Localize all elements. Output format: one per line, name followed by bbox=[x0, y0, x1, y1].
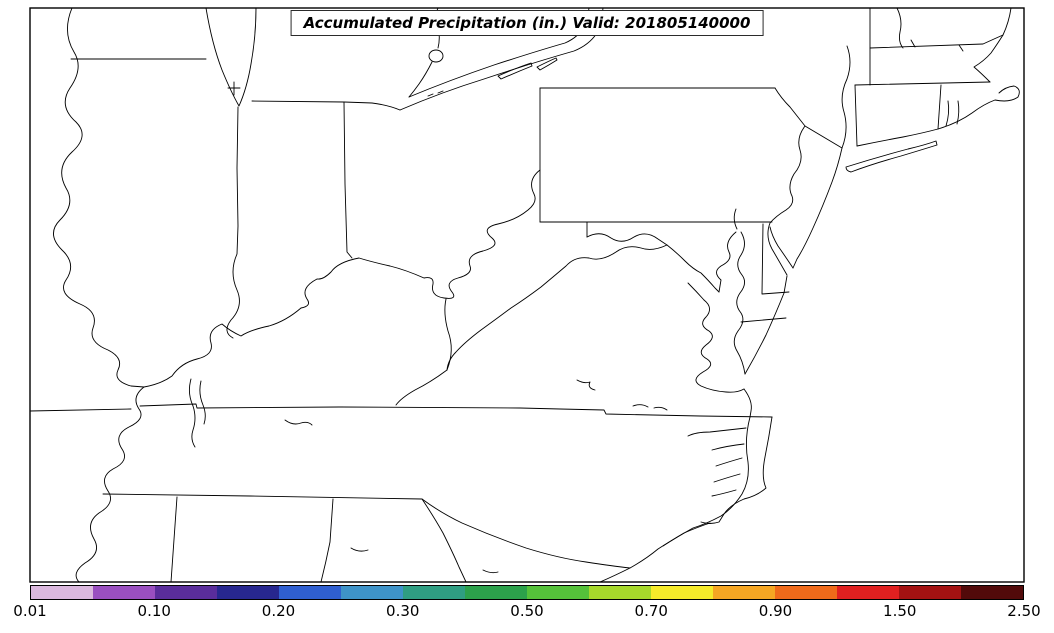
colorbar-tick-label: 0.50 bbox=[510, 602, 544, 620]
potomac-south-bank bbox=[687, 282, 705, 301]
northcarolina-southcarolina-border bbox=[421, 498, 631, 569]
susquehanna-mouth bbox=[733, 208, 738, 230]
colorbar-segment bbox=[279, 586, 341, 599]
colorbar-tick-label: 0.30 bbox=[386, 602, 420, 620]
new-jersey-bayshore bbox=[769, 226, 794, 269]
connecticut-coast bbox=[856, 128, 939, 147]
colorbar-segment bbox=[31, 586, 93, 599]
alabama-georgia-border bbox=[320, 498, 334, 582]
colorbar-segment bbox=[961, 586, 1023, 599]
vermont-new-hampshire-border bbox=[896, 8, 904, 49]
kerr-gaston-lakes bbox=[632, 404, 668, 411]
lake-st-clair bbox=[428, 49, 444, 63]
kentucky-tennessee-virginia-northcarolina-line bbox=[139, 403, 773, 418]
new-jersey-coast bbox=[792, 147, 843, 269]
west-virginia-virginia-border bbox=[446, 244, 668, 371]
lake-michigan-shoreline bbox=[205, 8, 257, 107]
northcarolina-sound-estuaries bbox=[687, 427, 747, 497]
missouri-arkansas-border bbox=[30, 408, 132, 412]
big-sandy-river bbox=[444, 298, 452, 371]
rhode-island-cape-cod-coast bbox=[937, 85, 1020, 130]
presque-isle-spit bbox=[536, 57, 558, 71]
cape-henry-coast bbox=[743, 388, 752, 418]
colorbar-segment bbox=[589, 586, 651, 599]
smith-mountain-lake bbox=[576, 379, 596, 391]
chesapeake-bay-east-shore bbox=[733, 231, 746, 375]
long-island bbox=[845, 140, 938, 173]
northcarolina-mainland-coast bbox=[662, 416, 751, 547]
cumberland-river-squiggle bbox=[284, 419, 313, 426]
maryland-virginia-delmarva-line bbox=[740, 317, 787, 323]
long-point-spit bbox=[497, 62, 533, 80]
upper-mississippi-river bbox=[53, 8, 145, 388]
lake-michigan-marker bbox=[227, 81, 241, 96]
chesapeake-bay-west-shore-upper bbox=[716, 231, 737, 293]
colorbar-tick-label: 0.20 bbox=[261, 602, 296, 620]
delaware-river-and-bay-west-shore bbox=[767, 87, 806, 276]
colorbar-tick-label: 0.90 bbox=[758, 602, 793, 620]
colorbar-tick-label: 0.70 bbox=[634, 602, 668, 620]
georgia-southcarolina-border bbox=[421, 498, 467, 582]
colorbar-segment bbox=[527, 586, 589, 599]
detroit-river bbox=[408, 61, 433, 98]
map-title: Accumulated Precipitation (in.) Valid: 2… bbox=[290, 10, 764, 36]
tennessee-south-border-35n bbox=[102, 493, 423, 500]
connecticut-new-york-border bbox=[854, 84, 858, 147]
colorbar-segment bbox=[93, 586, 155, 599]
outer-banks bbox=[700, 416, 773, 524]
kentucky-barkley-lakes bbox=[188, 378, 206, 448]
indiana-ohio-border bbox=[343, 101, 353, 259]
colorbar-tick-label: 0.10 bbox=[137, 602, 171, 620]
delmarva-atlantic-coast bbox=[744, 275, 788, 375]
colorbar-segment bbox=[217, 586, 279, 599]
colorbar-tick-label: 0.01 bbox=[13, 602, 47, 620]
colorbar-tick-label: 1.50 bbox=[883, 602, 917, 620]
hudson-river bbox=[841, 45, 851, 149]
colorbar-segment bbox=[837, 586, 899, 599]
state-boundaries-group bbox=[30, 8, 1020, 582]
kentucky-virginia-border bbox=[395, 369, 448, 406]
colorbar-segment bbox=[899, 586, 961, 599]
massachusetts-north-coast bbox=[973, 8, 1012, 83]
colorbar-segment bbox=[155, 586, 217, 599]
colorbar-segment bbox=[713, 586, 775, 599]
massachusetts-south-border bbox=[854, 81, 991, 86]
georgia-river-squiggles bbox=[350, 547, 499, 574]
colorbar-segment bbox=[775, 586, 837, 599]
lower-mississippi-river bbox=[75, 386, 145, 582]
michigan-indiana-ohio-border bbox=[251, 100, 401, 111]
new-jersey-new-york-border bbox=[804, 125, 843, 149]
carolina-south-coast bbox=[599, 522, 711, 582]
colorbar-segment bbox=[403, 586, 465, 599]
ohio-river bbox=[143, 169, 541, 388]
colorbar-segment bbox=[651, 586, 713, 599]
new-england-small-lakes bbox=[910, 39, 964, 52]
illinois-indiana-border bbox=[226, 106, 240, 339]
chesapeake-bay-west-shore-lower bbox=[695, 299, 745, 393]
colorbar-track bbox=[30, 585, 1024, 600]
delaware-maryland-border bbox=[761, 223, 790, 295]
map-frame bbox=[29, 7, 1025, 583]
mississippi-alabama-border bbox=[170, 496, 178, 582]
colorbar-segment bbox=[465, 586, 527, 599]
colorbar-segment bbox=[341, 586, 403, 599]
rhode-island-connecticut-border bbox=[937, 84, 942, 130]
erie-islands bbox=[427, 90, 444, 97]
colorbar-tick-label: 2.50 bbox=[1007, 602, 1041, 620]
massachusetts-new-hampshire-border bbox=[869, 34, 1004, 49]
colorbar-ticks: 0.01 0.10 0.20 0.30 0.50 0.70 0.90 1.50 2.50 bbox=[13, 602, 1040, 626]
